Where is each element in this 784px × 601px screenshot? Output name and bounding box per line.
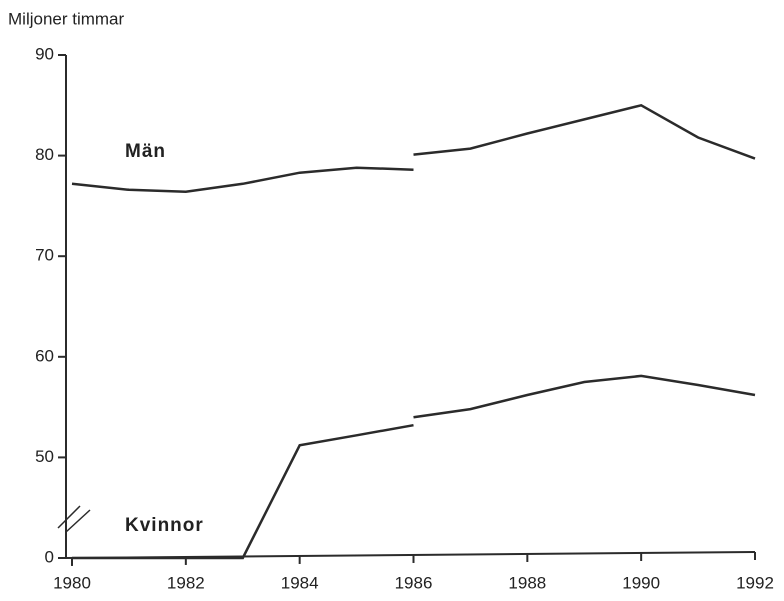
series-label: Kvinnor bbox=[125, 515, 204, 536]
x-tick-label: 1984 bbox=[281, 573, 319, 592]
x-tick-label: 1992 bbox=[736, 573, 774, 592]
y-tick-label: 80 bbox=[35, 145, 54, 164]
series-line bbox=[71, 166, 414, 194]
x-tick-label: 1982 bbox=[167, 573, 205, 592]
y-tick-label: 60 bbox=[35, 346, 54, 365]
series-line bbox=[72, 423, 414, 560]
series-line bbox=[413, 103, 756, 160]
x-tick-label: 1990 bbox=[622, 573, 660, 592]
x-tick-label: 1980 bbox=[53, 573, 91, 592]
axis-break bbox=[57, 505, 81, 529]
y-tick-label: 70 bbox=[35, 246, 54, 265]
y-tick-label: 50 bbox=[35, 447, 54, 466]
x-tick-label: 1986 bbox=[395, 573, 433, 592]
series-label: Män bbox=[125, 141, 166, 162]
axis-break bbox=[65, 509, 91, 533]
y-axis-label: Miljoner timmar bbox=[8, 9, 125, 28]
y-tick-label: 0 bbox=[45, 547, 54, 566]
x-tick-label: 1988 bbox=[508, 573, 546, 592]
series-line bbox=[413, 374, 756, 419]
y-tick-label: 90 bbox=[35, 44, 54, 63]
